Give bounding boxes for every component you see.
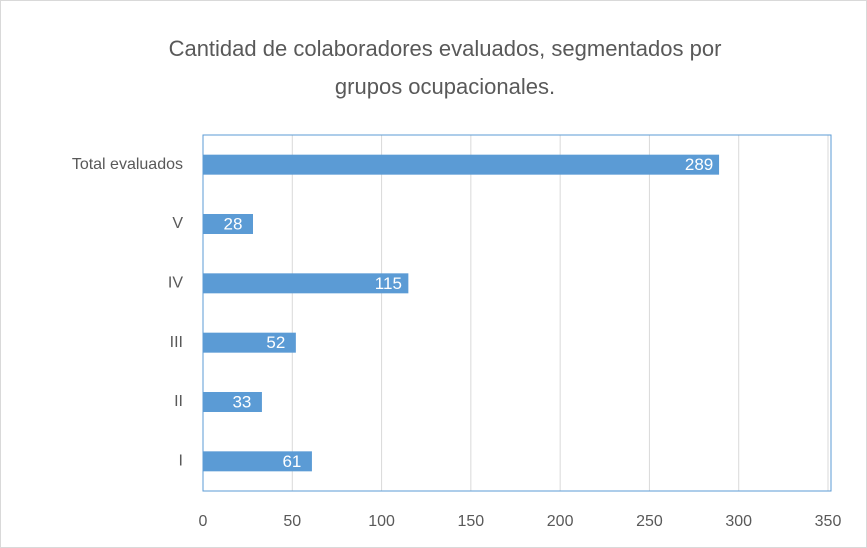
bar [203, 154, 720, 175]
value-label: 289 [685, 155, 713, 174]
x-tick-label: 100 [368, 513, 395, 530]
y-tick-label: V [172, 215, 183, 232]
bar [203, 273, 409, 294]
value-label: 115 [375, 274, 402, 293]
plot-border [202, 134, 832, 492]
x-tick-label: 200 [547, 513, 574, 530]
value-label: 33 [232, 392, 251, 411]
bar [203, 214, 253, 234]
y-tick-label: Total evaluados [72, 156, 183, 173]
x-tick-label: 250 [636, 513, 663, 530]
x-tick-label: 300 [725, 513, 752, 530]
chart-title: Cantidad de colaboradores evaluados, seg… [169, 36, 722, 61]
value-label: 28 [224, 214, 243, 233]
x-tick-label: 350 [815, 513, 842, 530]
bar [203, 332, 296, 353]
y-tick-label: I [179, 453, 183, 470]
value-label: 61 [282, 452, 301, 471]
value-label: 52 [266, 333, 285, 352]
y-tick-label: II [174, 393, 183, 410]
x-tick-label: 0 [199, 513, 208, 530]
bar [203, 451, 312, 472]
bar [203, 392, 262, 412]
chart-title: grupos ocupacionales. [335, 74, 555, 99]
y-tick-label: IV [168, 275, 183, 292]
x-tick-label: 50 [283, 513, 301, 530]
y-tick-label: III [170, 334, 183, 351]
x-tick-label: 150 [458, 513, 485, 530]
